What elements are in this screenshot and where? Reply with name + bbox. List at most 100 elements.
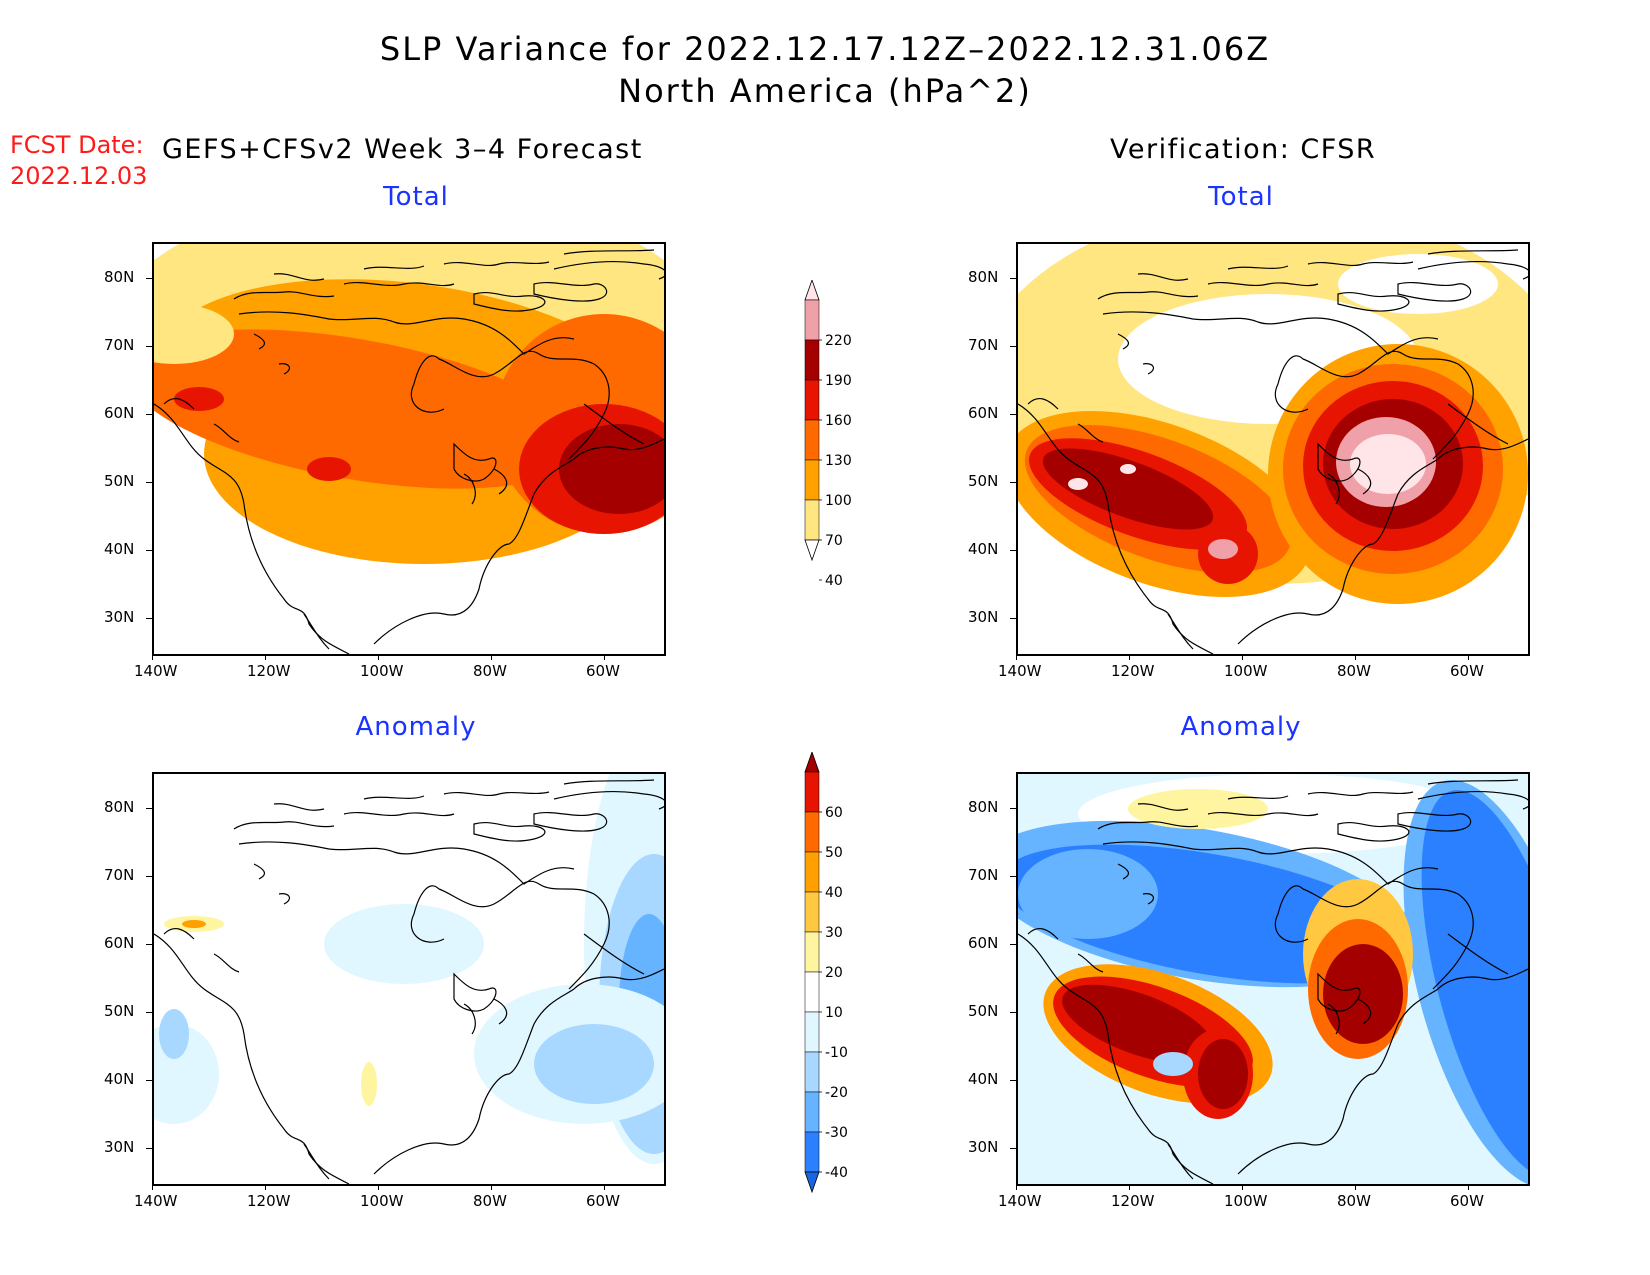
coastline (1018, 779, 1528, 1184)
lat-tick-mark (1010, 414, 1016, 415)
lat-tick-label: 50N (104, 1002, 135, 1020)
colorbar-label: 50 (825, 845, 843, 861)
lon-tick-mark (1468, 654, 1469, 660)
forecast-header: GEFS+CFSv2 Week 3–4 Forecast (162, 134, 643, 165)
colorbar-segment (804, 1131, 820, 1173)
lat-tick-mark (146, 944, 152, 945)
fcst-date-label: FCST Date: 2022.12.03 (10, 130, 147, 192)
total-colorbar: 220 190 160 130 100 70 40 (804, 280, 852, 589)
colorbar-top-triangle (804, 752, 820, 773)
colorbar-label: 30 (825, 925, 843, 941)
lon-tick-mark (1242, 1184, 1243, 1190)
colorbar-label: 20 (825, 965, 843, 981)
lon-tick-mark (1016, 1184, 1017, 1190)
colorbar-segment (804, 499, 820, 541)
colorbar-label: -40 (825, 1165, 848, 1181)
colorbar-segment (804, 299, 820, 341)
lat-tick-label: 80N (104, 268, 135, 286)
lat-tick-label: 60N (104, 404, 135, 422)
colorbar-label: 190 (825, 373, 852, 389)
lon-tick-mark (491, 1184, 492, 1190)
chart-title-line1: SLP Variance for 2022.12.17.12Z–2022.12.… (379, 30, 1271, 68)
colorbar-segment (804, 811, 820, 853)
colorbar-bottom-triangle (804, 1171, 820, 1194)
lon-tick-mark (1129, 1184, 1130, 1190)
lon-tick-mark (265, 654, 266, 660)
fcst-label: FCST Date: (10, 131, 144, 159)
verification-header: Verification: CFSR (1110, 134, 1377, 165)
lon-tick-mark (604, 654, 605, 660)
lat-tick-mark (146, 876, 152, 877)
lat-tick-label: 80N (968, 798, 999, 816)
lon-tick-label: 120W (247, 1192, 291, 1210)
colorbar-segment (804, 931, 820, 973)
lat-tick-label: 50N (104, 472, 135, 490)
lat-tick-mark (1010, 944, 1016, 945)
colorbar-label: 60 (825, 805, 843, 821)
lat-tick-label: 30N (104, 608, 135, 626)
lat-tick-label: 60N (968, 934, 999, 952)
lat-tick-mark (1010, 1148, 1016, 1149)
lon-tick-mark (1355, 1184, 1356, 1190)
lat-tick-mark (146, 550, 152, 551)
lat-tick-mark (1010, 1012, 1016, 1013)
lon-tick-label: 120W (1111, 662, 1155, 680)
lat-tick-label: 40N (968, 1070, 999, 1088)
lat-tick-mark (1010, 346, 1016, 347)
colorbar-label: 70 (825, 533, 843, 549)
lon-tick-mark (491, 654, 492, 660)
lat-tick-label: 70N (968, 336, 999, 354)
lat-tick-mark (146, 278, 152, 279)
colorbar-segment (804, 1011, 820, 1053)
lat-tick-label: 70N (104, 336, 135, 354)
lon-tick-mark (378, 1184, 379, 1190)
lon-tick-label: 60W (1450, 662, 1484, 680)
colorbar-segment (804, 1091, 820, 1133)
colorbar-label: 130 (825, 453, 852, 469)
lon-tick-mark (378, 654, 379, 660)
lon-tick-label: 100W (1224, 1192, 1268, 1210)
forecast-anomaly-title: Anomaly (355, 712, 477, 742)
lat-tick-mark (1010, 550, 1016, 551)
forecast-anomaly-map (152, 772, 666, 1186)
anomaly-colorbar: 60 50 40 30 20 10 -10 -20 -30 -40 (804, 752, 848, 1194)
lat-tick-mark (1010, 876, 1016, 877)
lat-tick-label: 70N (968, 866, 999, 884)
lat-tick-label: 30N (968, 608, 999, 626)
colorbar-label: 100 (825, 493, 852, 509)
lat-tick-label: 30N (968, 1138, 999, 1156)
lon-tick-label: 60W (586, 662, 620, 680)
lon-tick-label: 140W (998, 1192, 1042, 1210)
lat-tick-label: 80N (968, 268, 999, 286)
lon-tick-label: 80W (473, 662, 507, 680)
lon-tick-label: 100W (360, 662, 404, 680)
colorbar-bottom-triangle (804, 539, 820, 562)
colorbar-label: 40 (825, 885, 843, 901)
coastline (154, 779, 664, 1184)
colorbar-label: 160 (825, 413, 852, 429)
colorbar-segment (804, 419, 820, 461)
lon-tick-label: 80W (1337, 1192, 1371, 1210)
lon-tick-mark (152, 1184, 153, 1190)
lon-tick-label: 60W (586, 1192, 620, 1210)
colorbar-segment (804, 459, 820, 501)
lon-tick-mark (152, 654, 153, 660)
lat-tick-mark (1010, 808, 1016, 809)
lat-tick-label: 50N (968, 472, 999, 490)
lon-tick-mark (1468, 1184, 1469, 1190)
chart-title-line2: North America (hPa^2) (618, 72, 1032, 110)
lat-tick-mark (146, 1080, 152, 1081)
colorbar-segment (804, 891, 820, 933)
lon-tick-label: 100W (1224, 662, 1268, 680)
colorbar-label: 220 (825, 333, 852, 349)
verification-total-title: Total (1208, 182, 1274, 212)
lat-tick-label: 60N (968, 404, 999, 422)
colorbar-label: -10 (825, 1045, 848, 1061)
colorbar-segment (804, 379, 820, 421)
lon-tick-label: 140W (134, 1192, 178, 1210)
colorbar-label: 40 (825, 573, 843, 589)
verification-total-map (1016, 242, 1530, 656)
lon-tick-label: 120W (1111, 1192, 1155, 1210)
colorbar-label: 10 (825, 1005, 843, 1021)
fcst-date: 2022.12.03 (10, 162, 148, 190)
